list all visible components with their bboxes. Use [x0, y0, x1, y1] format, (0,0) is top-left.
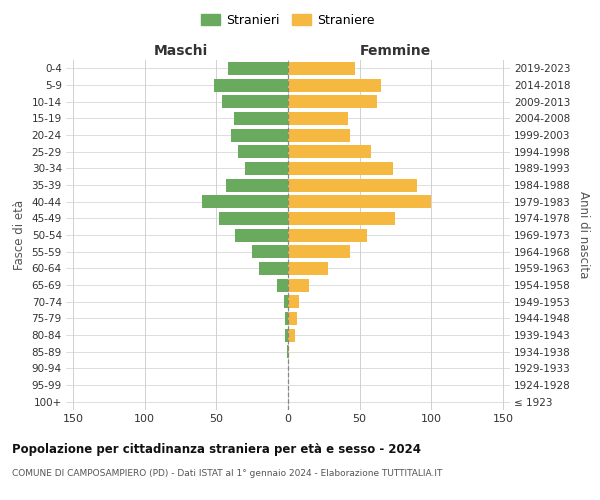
Bar	[238, 145, 288, 158]
Bar	[226, 178, 288, 192]
Bar	[288, 112, 348, 125]
Bar	[288, 295, 299, 308]
Bar	[288, 128, 350, 141]
Bar	[288, 328, 295, 342]
Bar	[288, 78, 381, 92]
Text: COMUNE DI CAMPOSAMPIERO (PD) - Dati ISTAT al 1° gennaio 2024 - Elaborazione TUTT: COMUNE DI CAMPOSAMPIERO (PD) - Dati ISTA…	[12, 469, 442, 478]
Bar	[288, 245, 350, 258]
Bar	[288, 95, 377, 108]
Bar	[288, 195, 431, 208]
Bar	[277, 278, 288, 291]
Y-axis label: Fasce di età: Fasce di età	[13, 200, 26, 270]
Bar	[228, 62, 288, 75]
Bar	[231, 128, 288, 141]
Bar	[222, 95, 288, 108]
Bar	[288, 62, 355, 75]
Bar	[288, 162, 392, 175]
Bar	[288, 312, 296, 325]
Bar	[245, 162, 288, 175]
Bar	[288, 145, 371, 158]
Bar	[288, 345, 289, 358]
Bar	[214, 78, 288, 92]
Bar	[285, 312, 288, 325]
Y-axis label: Anni di nascita: Anni di nascita	[577, 192, 590, 278]
Bar	[284, 295, 288, 308]
Bar	[202, 195, 288, 208]
Bar	[219, 212, 288, 225]
Bar	[252, 245, 288, 258]
Bar	[287, 345, 288, 358]
Bar	[288, 262, 328, 275]
Bar	[288, 212, 395, 225]
Bar	[235, 228, 288, 241]
Bar	[233, 112, 288, 125]
Text: Maschi: Maschi	[154, 44, 208, 58]
Text: Popolazione per cittadinanza straniera per età e sesso - 2024: Popolazione per cittadinanza straniera p…	[12, 442, 421, 456]
Bar	[288, 228, 367, 241]
Bar	[259, 262, 288, 275]
Bar	[288, 178, 417, 192]
Bar	[285, 328, 288, 342]
Text: Femmine: Femmine	[360, 44, 431, 58]
Legend: Stranieri, Straniere: Stranieri, Straniere	[196, 8, 380, 32]
Bar	[288, 278, 310, 291]
